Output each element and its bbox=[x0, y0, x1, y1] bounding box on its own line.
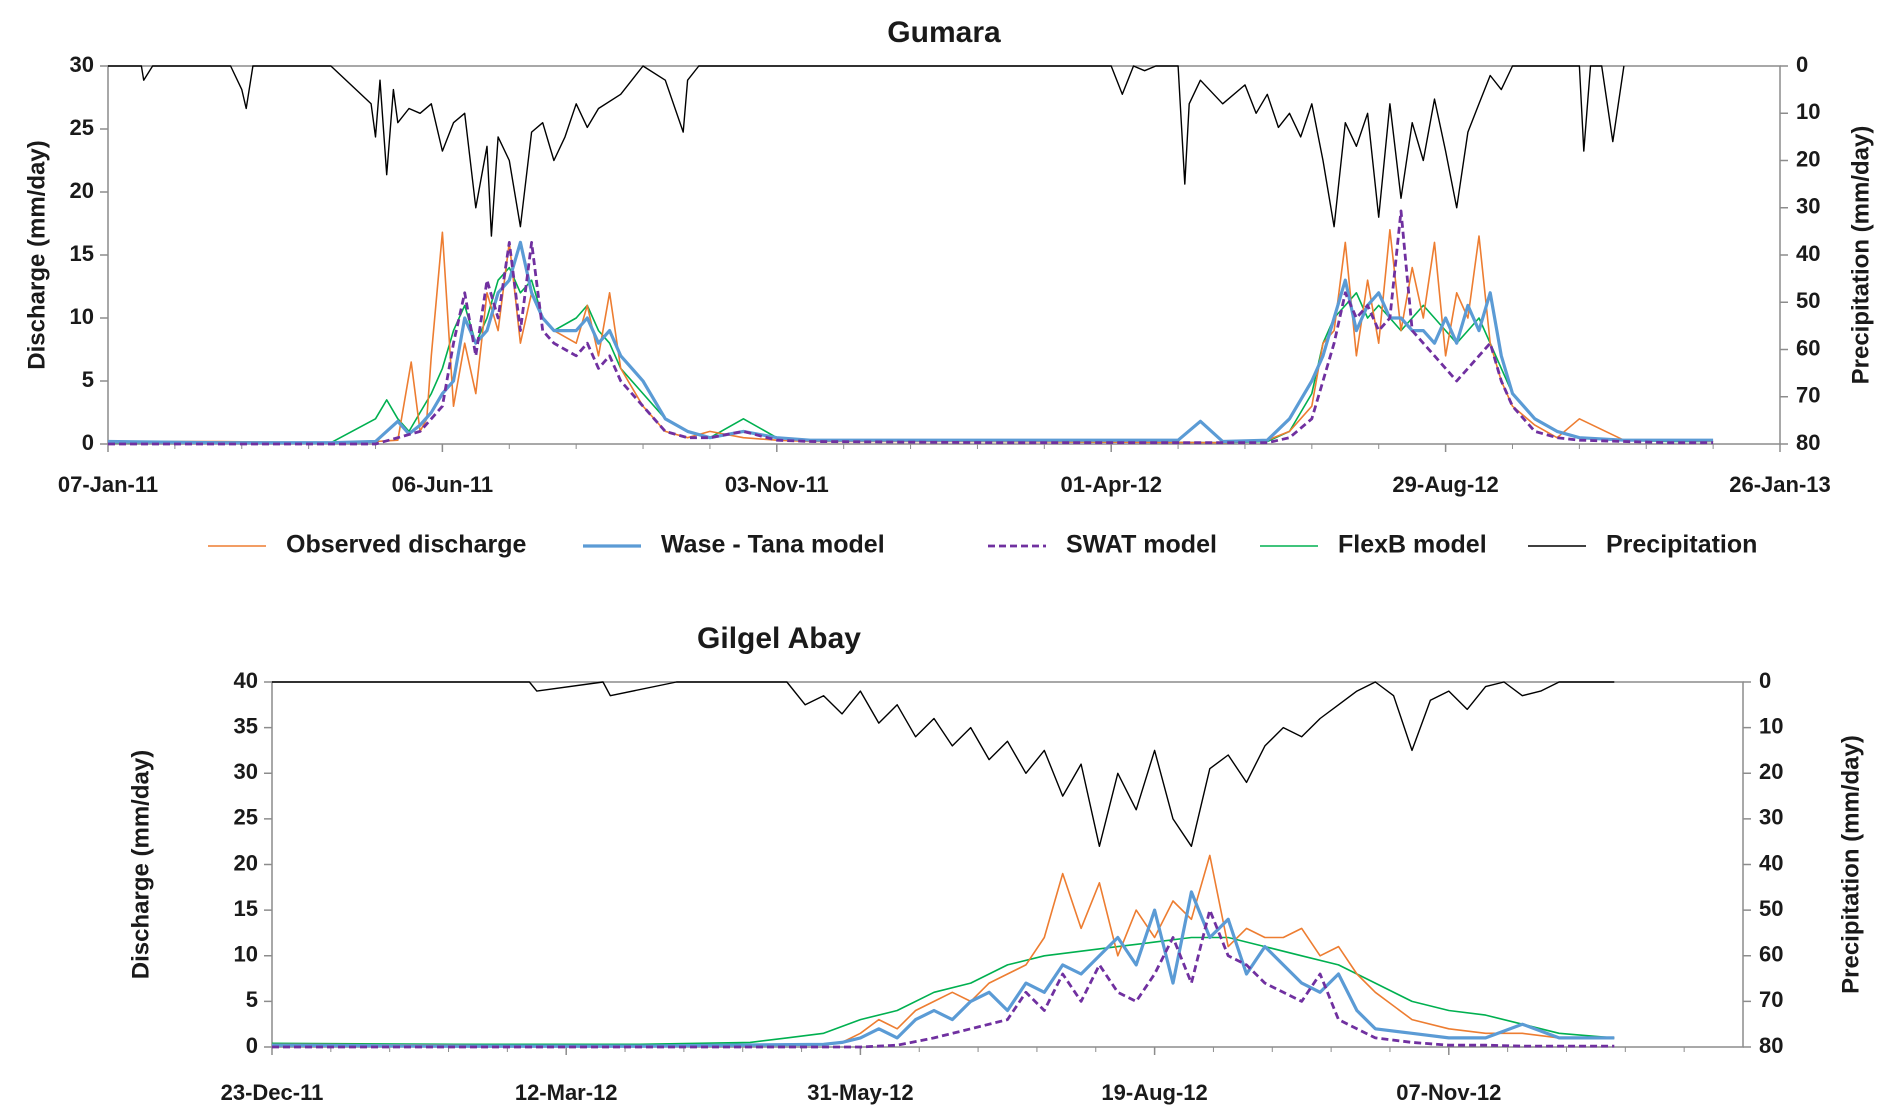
observed-discharge-series-line bbox=[271, 854, 1615, 1047]
right-tick-label: 20 bbox=[1796, 146, 1820, 171]
x-tick-label: 07-Nov-12 bbox=[1396, 1080, 1501, 1105]
right-tick-label: 60 bbox=[1796, 335, 1820, 360]
x-tick-label: 07-Jan-11 bbox=[58, 472, 158, 497]
right-tick-label: 40 bbox=[1759, 850, 1783, 875]
left-tick-label: 0 bbox=[82, 430, 94, 455]
right-tick-label: 50 bbox=[1759, 896, 1783, 921]
y-axis-label-right: Precipitation (mm/day) bbox=[1837, 735, 1864, 994]
flexb-model-series-line bbox=[271, 936, 1615, 1046]
x-tick-label: 06-Jun-11 bbox=[392, 472, 494, 497]
gumara-chart: Gumara 0 5 10 15 20 25 30 0 10 20 30 40 50 60 70 80 07-Ja… bbox=[23, 16, 1874, 497]
right-tick-label: 30 bbox=[1759, 805, 1783, 830]
left-tick-label: 30 bbox=[234, 759, 258, 784]
left-tick-label: 15 bbox=[234, 896, 258, 921]
right-tick-label: 70 bbox=[1796, 383, 1820, 408]
left-tick-label: 40 bbox=[234, 668, 258, 693]
right-tick-label: 40 bbox=[1796, 241, 1820, 266]
plot-frame bbox=[107, 65, 1781, 445]
flexb-model-series-line bbox=[108, 266, 1714, 444]
x-tick-label: 26-Jan-13 bbox=[1729, 472, 1831, 497]
left-tick-label: 35 bbox=[234, 713, 258, 738]
precipitation-series-line bbox=[272, 681, 1615, 847]
plot-frame bbox=[271, 681, 1744, 1048]
right-tick-label: 0 bbox=[1796, 52, 1808, 77]
right-tick-label: 30 bbox=[1796, 194, 1820, 219]
observed-discharge-series-line bbox=[108, 229, 1714, 444]
left-tick-label: 5 bbox=[246, 987, 258, 1012]
left-tick-label: 25 bbox=[234, 805, 258, 830]
x-tick-label: 12-Mar-12 bbox=[515, 1080, 618, 1105]
right-tick-label: 10 bbox=[1796, 99, 1820, 124]
right-tick-label: 80 bbox=[1796, 430, 1820, 455]
y-axis-label-right: Precipitation (mm/day) bbox=[1847, 126, 1874, 385]
legend-label-5: Precipitation bbox=[1606, 531, 1757, 559]
left-tick-label: 10 bbox=[234, 942, 258, 967]
left-tick-label: 5 bbox=[82, 367, 94, 392]
left-tick-label: 30 bbox=[70, 52, 94, 77]
left-tick-label: 20 bbox=[70, 178, 94, 203]
swat-model-series-line bbox=[272, 908, 1615, 1049]
left-tick-label: 20 bbox=[234, 850, 258, 875]
legend-label-4: FlexB model bbox=[1338, 531, 1487, 559]
left-tick-label: 0 bbox=[246, 1033, 258, 1058]
right-tick-label: 10 bbox=[1759, 713, 1783, 738]
left-tick-label: 15 bbox=[70, 241, 94, 266]
left-tick-label: 10 bbox=[70, 304, 94, 329]
y-axis-label-left: Discharge (mm/day) bbox=[127, 750, 154, 979]
x-tick-label: 23-Dec-11 bbox=[221, 1080, 324, 1105]
x-tick-label: 29-Aug-12 bbox=[1392, 472, 1498, 497]
right-tick-label: 70 bbox=[1759, 987, 1783, 1012]
legend-label-1: Observed discharge bbox=[286, 531, 526, 559]
left-tick-label: 25 bbox=[70, 115, 94, 140]
swat-model-series-line bbox=[108, 209, 1714, 446]
x-tick-label: 01-Apr-12 bbox=[1060, 472, 1161, 497]
legend-label-3: SWAT model bbox=[1066, 531, 1217, 559]
x-tick-label: 19-Aug-12 bbox=[1101, 1080, 1207, 1105]
chart-title: Gumara bbox=[887, 16, 1001, 49]
chart-title: Gilgel Abay bbox=[697, 622, 861, 655]
precipitation-series-line bbox=[108, 65, 1625, 237]
right-tick-label: 20 bbox=[1759, 759, 1783, 784]
legend-label-2: Wase - Tana model bbox=[661, 531, 885, 559]
wase-tana-model-series-line bbox=[271, 890, 1615, 1048]
legend: Observed discharge Wase - Tana model SWAT … bbox=[208, 531, 1757, 559]
x-tick-label: 03-Nov-11 bbox=[725, 472, 829, 497]
wase-tana-model-series-line bbox=[107, 240, 1714, 445]
y-axis-label-left: Discharge (mm/day) bbox=[23, 140, 50, 369]
right-tick-label: 0 bbox=[1759, 668, 1771, 693]
right-tick-label: 50 bbox=[1796, 288, 1820, 313]
right-tick-label: 80 bbox=[1759, 1033, 1783, 1058]
gilgel-abay-chart: Gilgel Abay 0 5 10 15 20 25 30 35 40 0 10 20 30 40 50 60… bbox=[127, 622, 1864, 1105]
right-tick-label: 60 bbox=[1759, 942, 1783, 967]
x-tick-label: 31-May-12 bbox=[807, 1080, 913, 1105]
